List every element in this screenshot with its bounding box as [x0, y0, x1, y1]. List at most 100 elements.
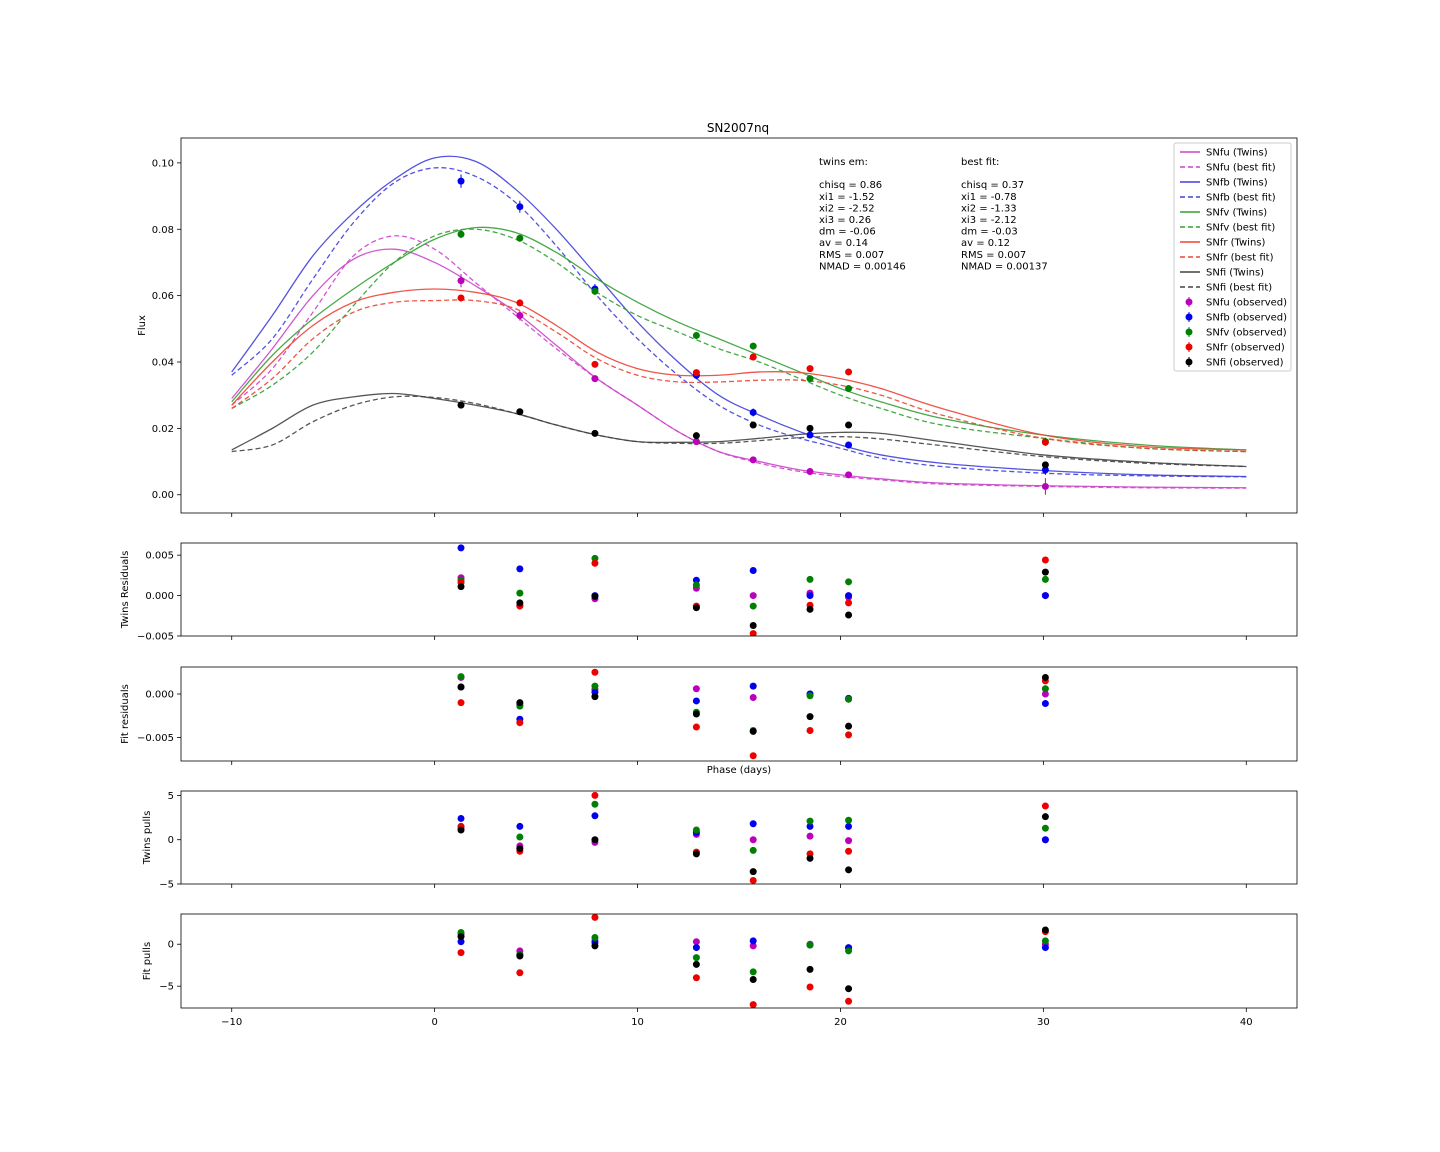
data-point	[457, 699, 465, 707]
data-point	[1041, 944, 1049, 952]
data-point	[749, 682, 757, 690]
data-point	[692, 944, 700, 952]
y-tick-label: 0	[168, 835, 174, 846]
data-point	[1041, 575, 1049, 583]
annotation-twins-line: RMS = 0.007	[819, 250, 884, 261]
data-point	[749, 693, 757, 701]
data-point	[1041, 813, 1049, 821]
data-point	[845, 816, 853, 824]
series-line-snfv-best-fit-	[231, 228, 1247, 453]
data-point	[749, 1001, 757, 1008]
data-point	[806, 431, 814, 439]
data-point	[516, 719, 524, 727]
data-point	[457, 673, 465, 681]
data-point	[845, 441, 853, 449]
data-point	[845, 599, 853, 607]
axes-frame	[180, 542, 1298, 637]
data-point	[806, 592, 814, 600]
data-point	[692, 938, 700, 946]
legend-entry-label: SNfi (observed)	[1206, 358, 1284, 369]
data-point	[806, 854, 814, 862]
y-tick-label: 0.000	[145, 591, 174, 602]
legend-entry-label: SNfr (Twins)	[1206, 238, 1265, 249]
annotation-best-line: dm = -0.03	[961, 227, 1018, 238]
y-tick-label: −5	[159, 982, 174, 993]
x-tick-label: 30	[1037, 1017, 1050, 1028]
y-axis-label: Fit residuals	[120, 684, 131, 744]
data-point	[749, 566, 757, 574]
annotation-best-line: xi1 = -0.78	[961, 192, 1017, 203]
panel-1: −0.005 0.000 0.005 Twins Residuals	[120, 542, 1298, 643]
data-point	[749, 621, 757, 629]
data-point	[591, 914, 599, 921]
axes-frame	[180, 666, 1298, 762]
data-point	[806, 727, 814, 735]
y-tick-label: 5	[168, 791, 174, 802]
x-tick-label: 20	[834, 1017, 847, 1028]
data-point	[749, 456, 757, 464]
data-point	[749, 876, 757, 884]
data-point	[692, 369, 700, 377]
y-tick-label: 0.000	[145, 689, 174, 700]
data-point	[457, 544, 465, 552]
data-point	[516, 833, 524, 841]
series-line-snfb-best-fit-	[231, 167, 1247, 478]
data-point	[457, 826, 465, 834]
data-point	[806, 605, 814, 613]
panel-4: −10 0 10 20 30 40 −5 0 Fit pulls	[142, 913, 1298, 1028]
data-point	[516, 565, 524, 573]
panel-3: −5 0 5 Twins pulls	[142, 790, 1298, 891]
legend-point-swatch	[1185, 298, 1193, 306]
data-point	[806, 692, 814, 700]
plot-area	[231, 155, 1247, 495]
data-point	[1041, 685, 1049, 693]
panel-0: 0.00 0.02 0.04 0.06 0.08 0.10 Flux twins em: chi…	[137, 137, 1298, 517]
data-point	[749, 836, 757, 844]
data-point	[749, 937, 757, 945]
x-tick-label: 0	[431, 1017, 437, 1028]
data-point	[749, 820, 757, 828]
data-point	[845, 368, 853, 376]
data-point	[591, 942, 599, 950]
chart-title: SN2007nq	[707, 121, 769, 135]
data-point	[1041, 482, 1049, 490]
data-point	[692, 581, 700, 589]
data-point	[457, 933, 465, 941]
data-point	[692, 685, 700, 693]
data-point	[845, 722, 853, 730]
series-line-snfu-twins-	[231, 248, 1247, 489]
data-point	[845, 421, 853, 429]
y-tick-label: 0.04	[152, 358, 174, 369]
data-point	[845, 731, 853, 739]
data-point	[457, 230, 465, 238]
y-tick-label: 0.02	[152, 424, 174, 435]
data-point	[845, 866, 853, 874]
data-point	[1041, 690, 1049, 698]
data-point	[457, 814, 465, 822]
data-point	[457, 949, 465, 957]
data-point	[1041, 802, 1049, 810]
annotation-twins-line: twins em:	[819, 157, 868, 168]
data-point	[806, 424, 814, 432]
data-point	[749, 630, 757, 636]
legend-entry-label: SNfr (best fit)	[1206, 253, 1274, 264]
data-point	[1041, 673, 1049, 681]
data-point	[457, 401, 465, 409]
legend-entry-label: SNfu (Twins)	[1206, 148, 1268, 159]
data-point	[749, 975, 757, 983]
series-line-snfi-best-fit-	[231, 395, 1247, 468]
data-point	[806, 817, 814, 825]
data-point	[845, 947, 853, 955]
series-line-snfv-twins-	[231, 226, 1247, 451]
legend-point-swatch	[1185, 328, 1193, 336]
x-axis-label: Phase (days)	[707, 765, 772, 776]
legend-entry-label: SNfb (Twins)	[1206, 178, 1268, 189]
data-point	[591, 934, 599, 941]
legend-entry-label: SNfv (Twins)	[1206, 208, 1267, 219]
series-line-snfu-best-fit-	[231, 235, 1247, 489]
data-point	[749, 592, 757, 600]
data-point	[1041, 438, 1049, 446]
data-point	[516, 969, 524, 977]
y-axis-label: Fit pulls	[142, 942, 153, 980]
data-point	[591, 836, 599, 844]
